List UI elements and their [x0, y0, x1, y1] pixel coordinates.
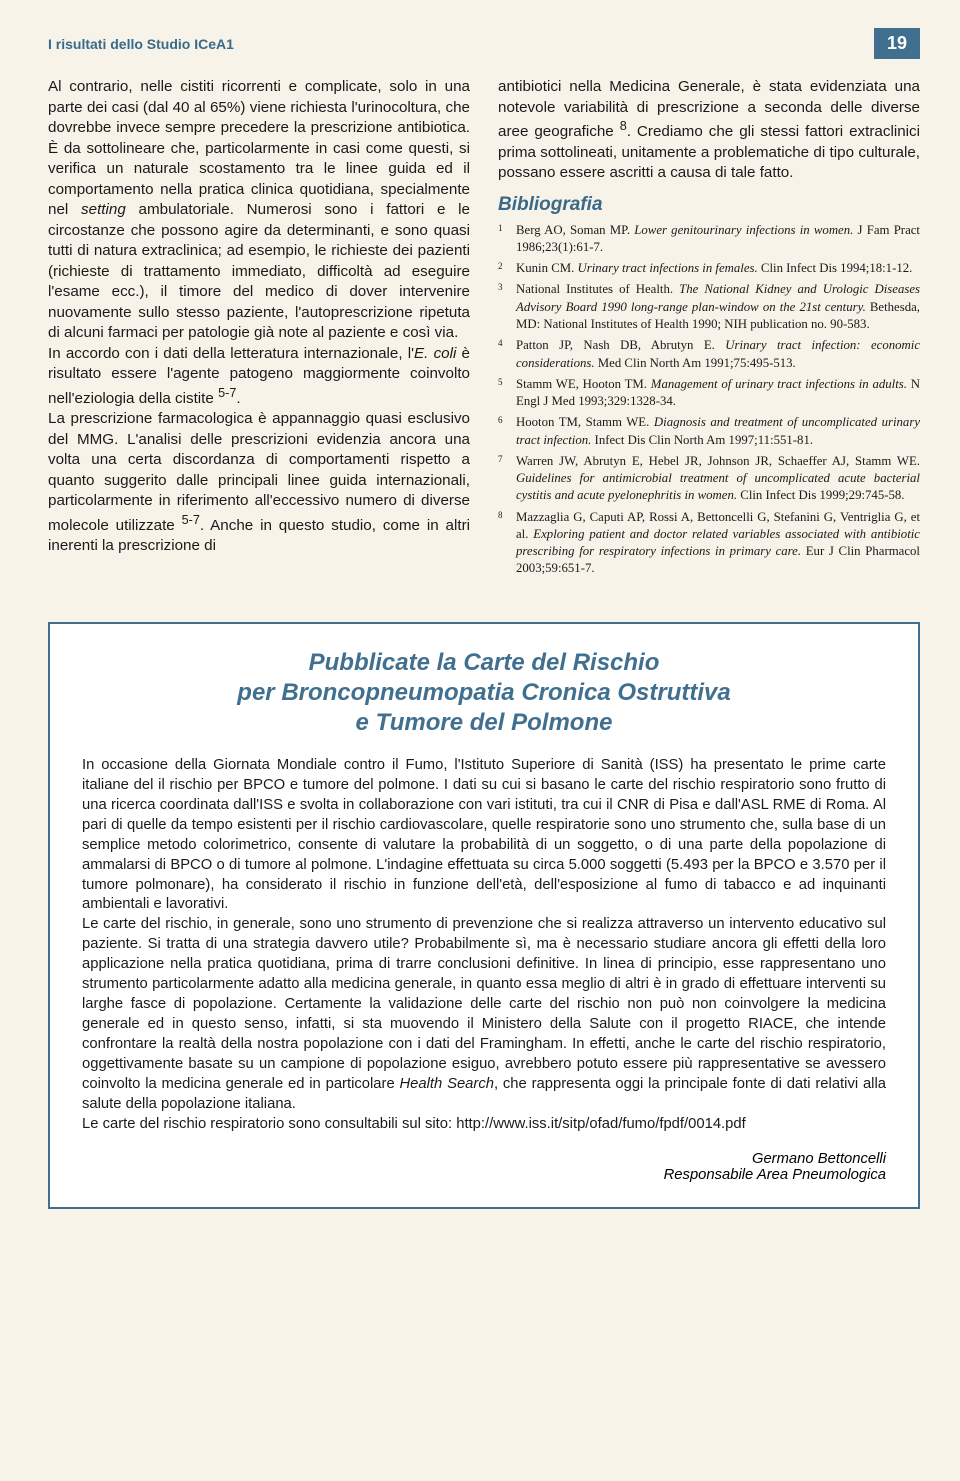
box-author-role: Responsabile Area Pneumologica: [664, 1167, 886, 1183]
bibliography-item: Hooton TM, Stamm WE. Diagnosis and treat…: [498, 414, 920, 449]
right-column: antibiotici nella Medicina Generale, è s…: [498, 77, 920, 582]
box-title: Pubblicate la Carte del Rischioper Bronc…: [82, 648, 886, 738]
running-head: I risultati dello Studio ICeA1: [48, 36, 234, 52]
bibliography-item: Warren JW, Abrutyn E, Hebel JR, Johnson …: [498, 453, 920, 505]
bibliography-list: Berg AO, Soman MP. Lower genitourinary i…: [498, 222, 920, 578]
bibliography-item: Stamm WE, Hooton TM. Management of urina…: [498, 376, 920, 411]
info-box: Pubblicate la Carte del Rischioper Bronc…: [48, 622, 920, 1209]
article-columns: Al contrario, nelle cistiti ricorrenti e…: [48, 77, 920, 582]
bibliography-heading: Bibliografia: [498, 194, 920, 216]
bibliography-item: Patton JP, Nash DB, Abrutyn E. Urinary t…: [498, 337, 920, 372]
left-body-text: Al contrario, nelle cistiti ricorrenti e…: [48, 77, 470, 557]
bibliography-item: Kunin CM. Urinary tract infections in fe…: [498, 260, 920, 277]
box-author: Germano Bettoncelli: [752, 1151, 886, 1167]
right-intro-text: antibiotici nella Medicina Generale, è s…: [498, 77, 920, 184]
page-header: I risultati dello Studio ICeA1 19: [48, 28, 920, 59]
bibliography-item: Berg AO, Soman MP. Lower genitourinary i…: [498, 222, 920, 257]
page-number: 19: [874, 28, 920, 59]
bibliography-item: Mazzaglia G, Caputi AP, Rossi A, Bettonc…: [498, 509, 920, 578]
box-signature: Germano Bettoncelli Responsabile Area Pn…: [82, 1151, 886, 1183]
left-column: Al contrario, nelle cistiti ricorrenti e…: [48, 77, 470, 582]
bibliography-item: National Institutes of Health. The Natio…: [498, 281, 920, 333]
box-body: In occasione della Giornata Mondiale con…: [82, 756, 886, 1135]
